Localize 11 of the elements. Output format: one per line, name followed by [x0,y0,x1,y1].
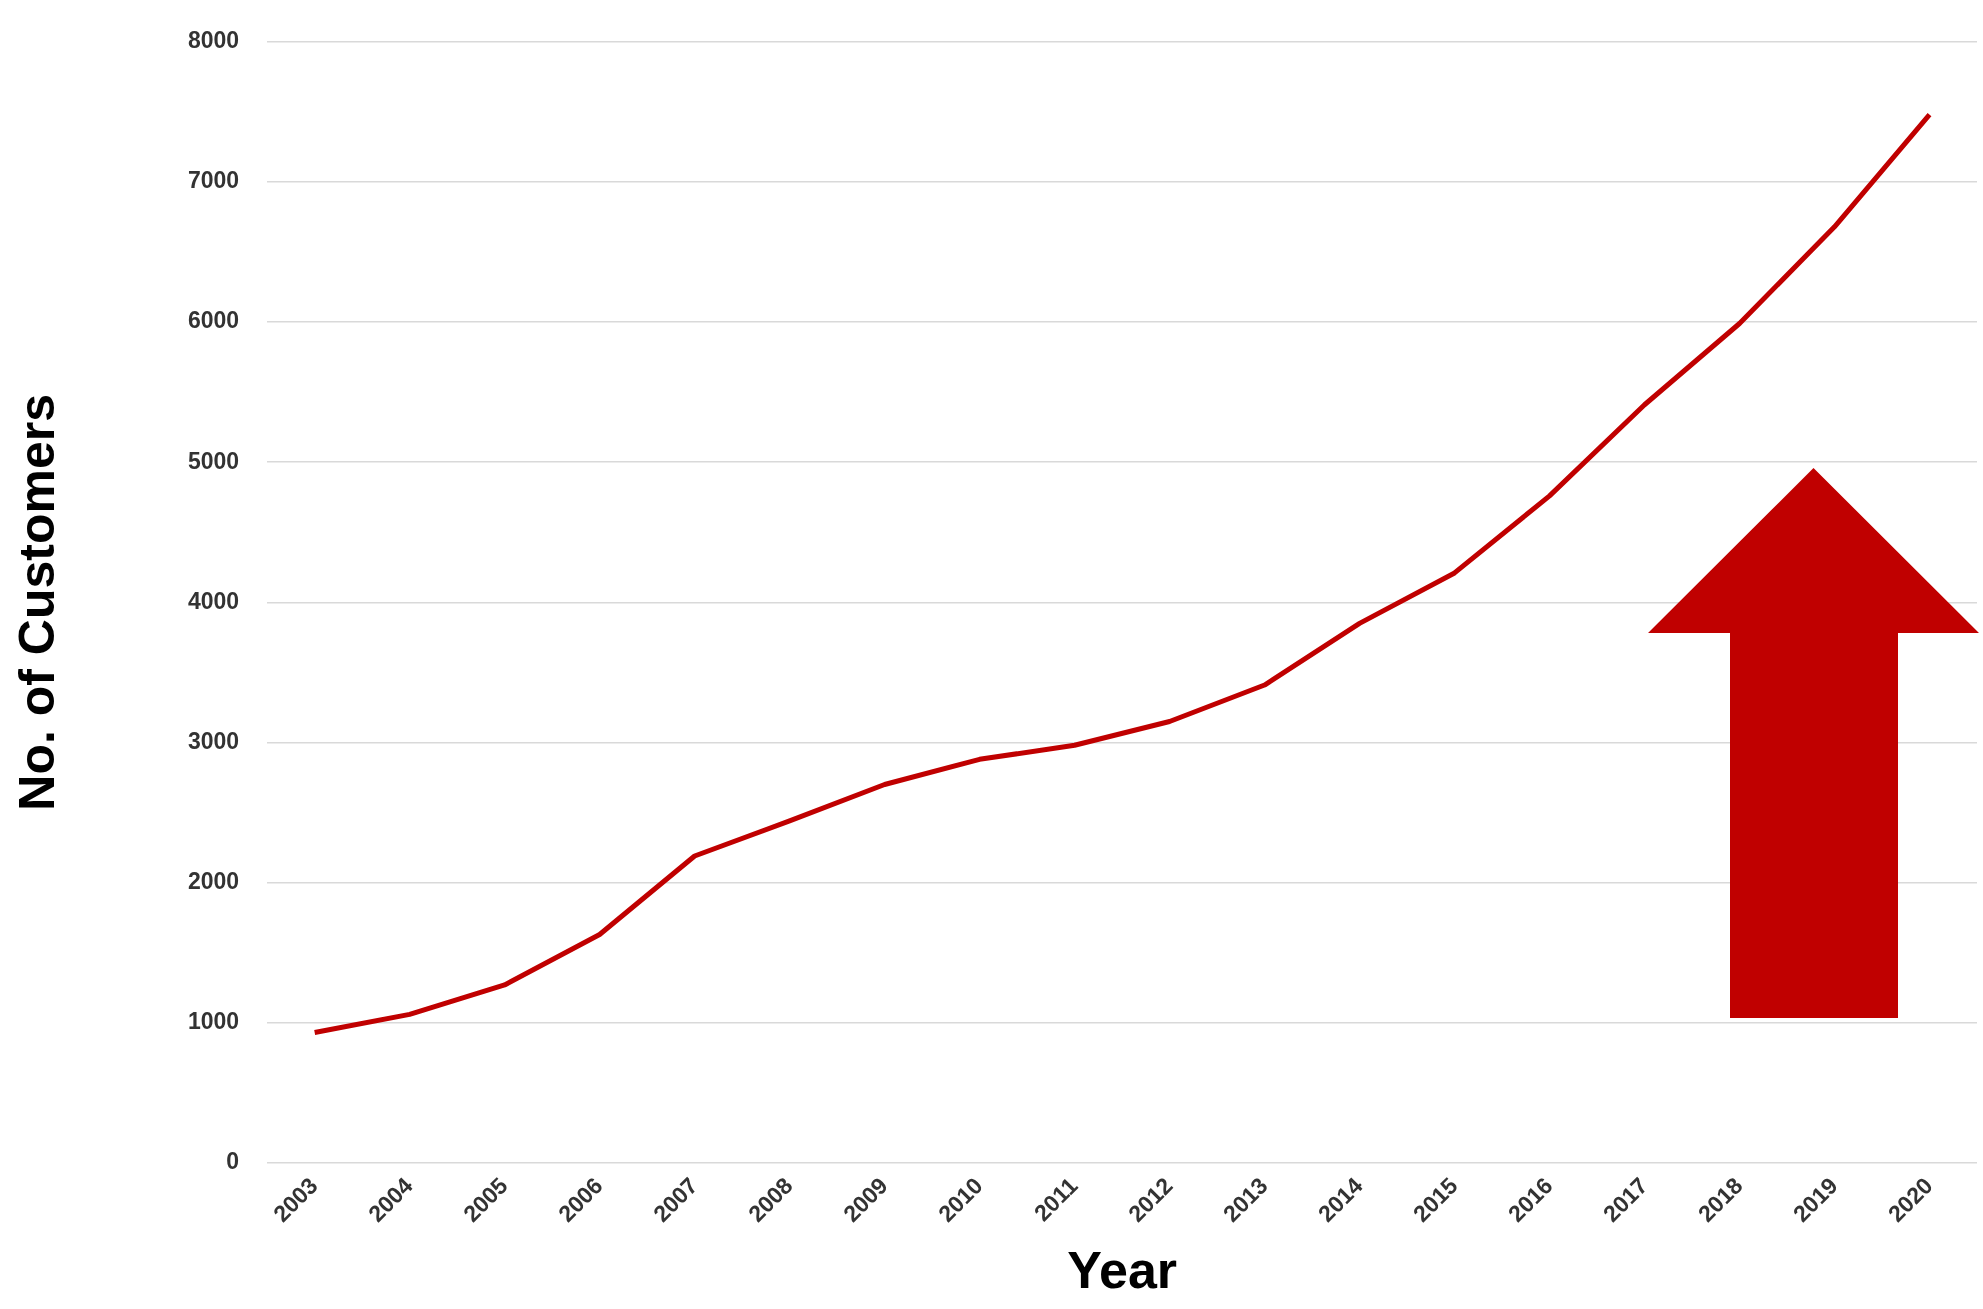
y-tick-label: 0 [226,1148,240,1175]
y-axis-title: No. of Customers [8,394,65,811]
y-tick-label: 7000 [187,167,240,194]
y-tick-label: 3000 [187,727,240,754]
y-tick-label: 2000 [187,867,240,894]
y-tick-label: 1000 [187,1008,240,1035]
y-tick-label: 6000 [187,307,240,334]
x-axis-title: Year [1067,1241,1178,1300]
y-tick-label: 4000 [187,587,240,614]
y-tick-label: 5000 [187,447,240,474]
y-tick-label: 8000 [187,27,240,54]
